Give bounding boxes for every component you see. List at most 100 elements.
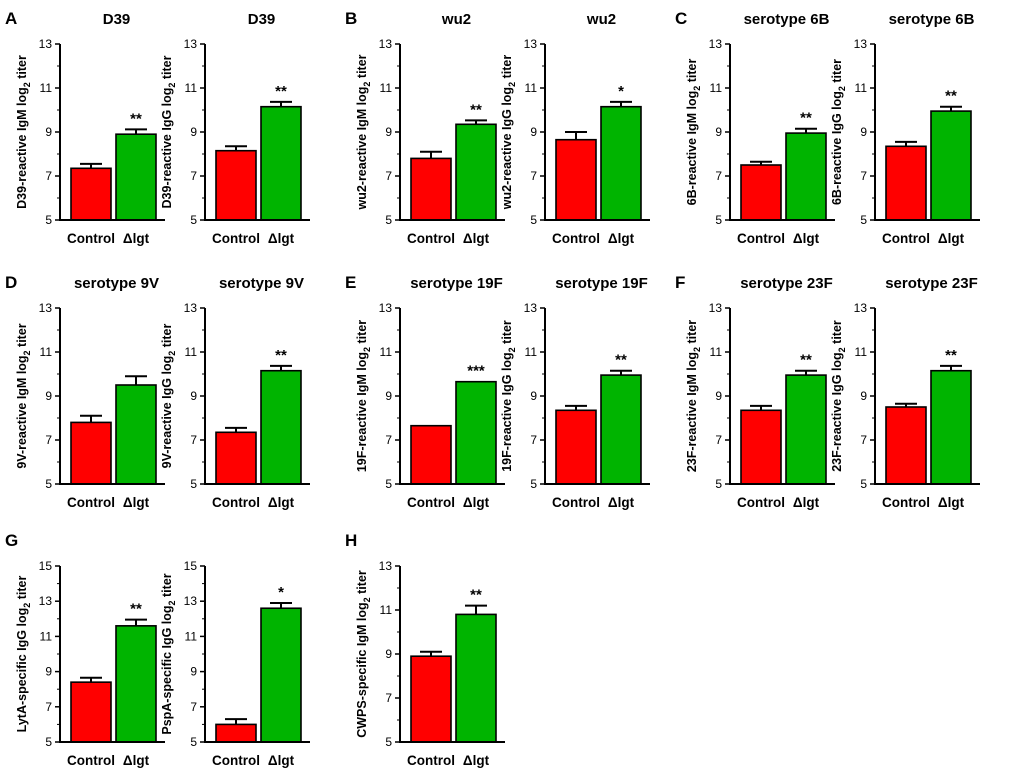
y-tick-label: 7 [45, 433, 52, 447]
category-label: Δlgt [123, 495, 150, 510]
bar-mutant [455, 380, 497, 485]
y-axis-label: 6B-reactive IgG log2 titer [830, 59, 847, 205]
y-tick-label: 11 [525, 345, 538, 359]
significance-label: ** [470, 101, 482, 118]
panel-label: A [5, 9, 17, 28]
y-tick-label: 13 [184, 301, 198, 315]
bar-control [70, 167, 112, 221]
category-label: Δlgt [463, 231, 490, 246]
bar-mutant [260, 607, 302, 743]
y-tick-label: 13 [379, 301, 393, 315]
y-tick-label: 9 [385, 125, 392, 139]
bar-mutant [115, 384, 157, 485]
panel-label: G [5, 531, 18, 550]
category-label: Δlgt [793, 495, 820, 510]
y-tick-label: 13 [39, 37, 53, 51]
y-axis-label: 19F-reactive IgM log2 titer [355, 320, 372, 472]
category-label: Δlgt [938, 231, 965, 246]
category-label: Δlgt [463, 753, 490, 768]
chart-panel-13: G Control ** Δlgt 5 7 9 11 13 15 LytA-specific IgG… [5, 531, 165, 768]
panel-label: B [345, 9, 357, 28]
category-label: Control [67, 231, 115, 246]
significance-label: ** [470, 587, 482, 604]
y-tick-label: 7 [530, 169, 537, 183]
category-label: Δlgt [463, 495, 490, 510]
category-label: Control [67, 753, 115, 768]
y-tick-label: 7 [45, 169, 52, 183]
y-tick-label: 11 [525, 81, 538, 95]
panel-label: F [675, 273, 685, 292]
y-tick-label: 5 [530, 477, 537, 491]
y-axis-label: 6B-reactive IgM log2 titer [685, 59, 702, 206]
chart-title: D39 [248, 11, 276, 28]
category-label: Δlgt [608, 231, 635, 246]
y-tick-label: 5 [715, 213, 722, 227]
bar-control [410, 157, 452, 221]
significance-label: ** [130, 601, 142, 618]
significance-label: * [278, 584, 284, 601]
bar-mutant [260, 105, 302, 221]
significance-label: ** [800, 352, 812, 369]
y-tick-label: 7 [385, 169, 392, 183]
panel-label: C [675, 9, 687, 28]
bar-control [885, 406, 927, 485]
y-tick-label: 5 [45, 477, 52, 491]
y-tick-label: 9 [530, 125, 537, 139]
category-label: Δlgt [123, 231, 150, 246]
bar-mutant [785, 132, 827, 221]
category-label: Control [212, 495, 260, 510]
chart-title: serotype 19F [410, 275, 503, 292]
bar-control [740, 164, 782, 221]
y-tick-label: 13 [524, 301, 538, 315]
significance-label: ** [275, 83, 287, 100]
y-tick-label: 13 [184, 37, 198, 51]
y-tick-label: 7 [190, 433, 197, 447]
y-tick-label: 13 [709, 301, 723, 315]
category-label: Δlgt [268, 495, 295, 510]
bar-mutant [600, 105, 642, 221]
category-label: Δlgt [793, 231, 820, 246]
y-axis-label: D39-reactive IgM log2 titer [15, 55, 32, 209]
y-tick-label: 7 [385, 433, 392, 447]
chart-title: serotype 19F [555, 275, 648, 292]
y-axis-label: 9V-reactive IgG log2 titer [160, 324, 177, 469]
y-tick-label: 9 [715, 389, 722, 403]
significance-label: ** [945, 88, 957, 105]
y-axis-label: wu2-reactive IgM log2 titer [355, 54, 372, 210]
bar-mutant [115, 625, 157, 743]
y-tick-label: 7 [715, 433, 722, 447]
category-label: Δlgt [268, 231, 295, 246]
chart-panel-10: serotype 19F Control ** Δlgt 5 7 9 11 13 19F-reac… [500, 275, 650, 510]
y-tick-label: 11 [710, 345, 723, 359]
y-tick-label: 9 [45, 389, 52, 403]
y-tick-label: 5 [190, 213, 197, 227]
bar-control [410, 655, 452, 743]
category-label: Control [882, 231, 930, 246]
y-tick-label: 13 [379, 559, 393, 573]
y-tick-label: 9 [190, 125, 197, 139]
y-axis-label: 23F-reactive IgG log2 titer [830, 320, 847, 472]
y-tick-label: 13 [854, 37, 868, 51]
y-tick-label: 9 [190, 389, 197, 403]
y-tick-label: 9 [385, 389, 392, 403]
y-tick-label: 11 [185, 629, 198, 643]
bar-mutant [455, 123, 497, 221]
category-label: Control [552, 231, 600, 246]
y-tick-label: 11 [380, 81, 393, 95]
bar-control [215, 431, 257, 485]
y-axis-label: CWPS-specific IgM log2 titer [355, 570, 372, 738]
category-label: Δlgt [268, 753, 295, 768]
chart-title: serotype 23F [740, 275, 833, 292]
bar-control [70, 681, 112, 743]
y-tick-label: 9 [530, 389, 537, 403]
y-tick-label: 13 [854, 301, 868, 315]
y-axis-label: 9V-reactive IgM log2 titer [15, 323, 32, 468]
bar-mutant [930, 110, 972, 221]
bar-control [410, 424, 452, 485]
category-label: Control [737, 495, 785, 510]
bar-control [215, 149, 257, 221]
y-tick-label: 11 [855, 81, 868, 95]
